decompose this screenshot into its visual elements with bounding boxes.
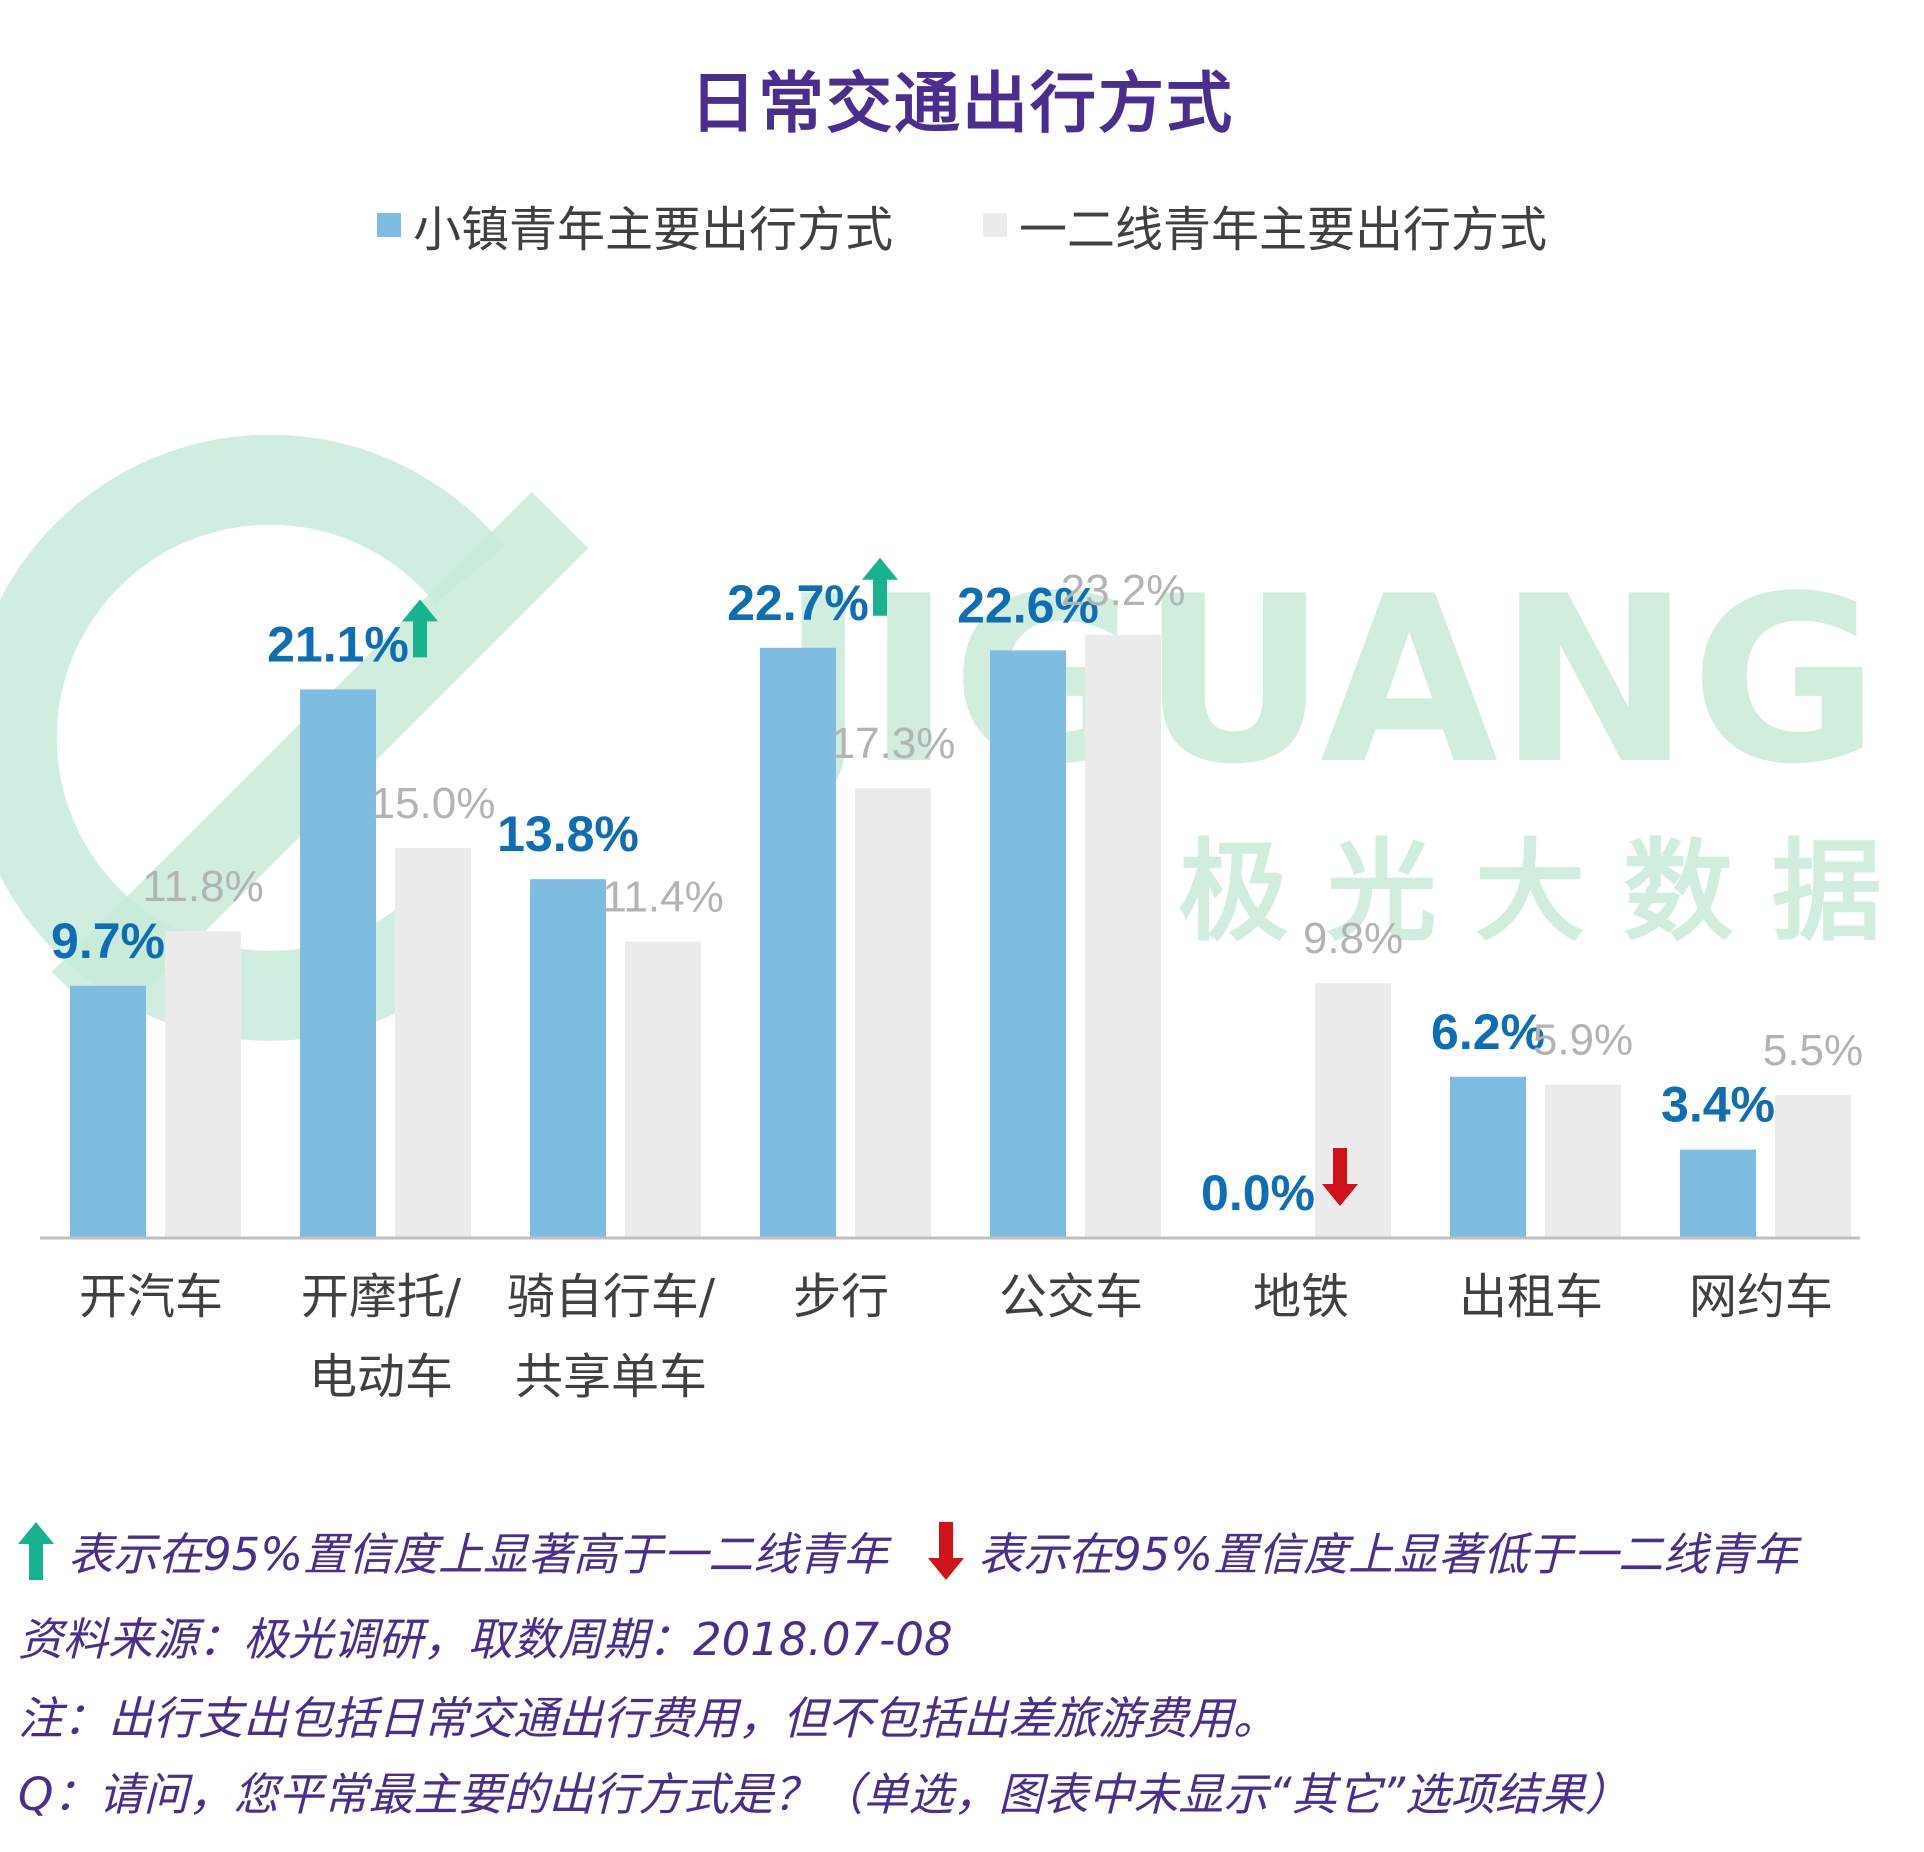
category-label: 共享单车 [515,1349,707,1405]
remark-note: 注：出行支出包括日常交通出行费用，但不包括出差旅游费用。 [18,1692,1279,1745]
sig-down-note: 表示在95%置信度上显著低于一二线青年 [928,1518,1798,1583]
watermark-latin: JIGUANG [768,548,1880,815]
legend-swatch-tier12 [983,213,1007,237]
down-arrow-icon [928,1521,965,1580]
bar-small-town [760,647,836,1238]
sig-up-text: 表示在95%置信度上显著高于一二线青年 [68,1528,889,1581]
bar-tier12 [1775,1095,1851,1238]
bar-tier12 [1545,1084,1621,1238]
significance-down-arrow [1322,1148,1358,1206]
bars-layer [70,634,1851,1238]
legend-swatch-small-town [376,213,401,237]
category-label: 地铁 [1253,1269,1349,1325]
bar-tier12 [625,941,701,1238]
sig-up-note: 表示在95%置信度上显著高于一二线青年 [18,1518,888,1583]
bar-small-town [530,879,606,1238]
significance-up-arrow [862,557,898,616]
category-label: 网约车 [1689,1269,1833,1325]
data-label-small-town: 22.7% [727,575,869,631]
chart-title: 日常交通出行方式 [690,65,1234,142]
category-label: 开摩托/ [301,1269,462,1325]
data-label-small-town: 13.8% [497,806,639,862]
legend-label-tier12: 一二线青年主要出行方式 [1019,202,1548,258]
watermark-ring [0,434,505,1041]
category-label: 开汽车 [79,1269,223,1325]
category-label: 公交车 [999,1269,1143,1325]
data-label-tier12: 5.5% [1763,1026,1863,1075]
data-label-tier12: 9.8% [1303,914,1403,963]
data-label-small-town: 6.2% [1431,1004,1545,1060]
data-label-small-town: 22.6% [957,577,1099,633]
significance-legend: 表示在95%置信度上显著高于一二线青年 表示在95%置信度上显著低于一二线青年 [18,1518,1918,1583]
data-label-tier12: 23.2% [1061,566,1186,615]
category-label: 电动车 [309,1349,453,1405]
category-label: 出租车 [1459,1269,1603,1325]
data-label-small-town: 21.1% [267,616,409,672]
watermark-chinese: 极 光 大 数 据 [1178,828,1881,956]
data-label-small-town: 0.0% [1201,1165,1315,1221]
category-label: 步行 [793,1269,889,1325]
bar-tier12 [165,931,241,1238]
significance-up-arrow [402,599,438,658]
data-label-tier12: 15.0% [371,779,496,828]
question-note: Q：请问，您平常最主要的出行方式是？（单选，图表中未显示“其它”选项结果） [18,1768,1631,1821]
data-label-small-town: 3.4% [1661,1077,1775,1133]
bar-tier12 [855,788,931,1238]
bar-small-town [70,985,146,1238]
bar-small-town [300,689,376,1238]
data-label-tier12: 17.3% [831,719,956,768]
bar-small-town [990,650,1066,1238]
legend-item-tier12: 一二线青年主要出行方式 [983,190,1547,260]
legend-item-small-town: 小镇青年主要出行方式 [376,190,893,260]
data-label-small-town: 9.7% [51,913,165,969]
data-label-tier12: 5.9% [1533,1016,1633,1065]
data-label-tier12: 11.8% [142,862,264,911]
watermark: JIGUANG 极 光 大 数 据 [0,434,1882,1041]
labels-layer: 9.7%11.8% 21.1% 15.0%13.8% 11.4% 22.7% 17.3% 2… [51,557,1863,1221]
bar-tier12 [395,848,471,1238]
bar-small-town [1680,1149,1756,1238]
legend: 小镇青年主要出行方式 一二线青年主要出行方式 [0,190,1924,260]
data-label-tier12: 11.4% [602,873,724,922]
up-arrow-icon [18,1521,54,1580]
bar-small-town [1450,1076,1526,1238]
sig-down-text: 表示在95%置信度上显著低于一二线青年 [978,1528,1799,1581]
legend-label-small-town: 小镇青年主要出行方式 [412,202,893,258]
bar-tier12 [1085,634,1161,1238]
bar-tier12 [1315,983,1391,1238]
source-note: 资料来源：极光调研，取数周期：2018.07-08 [18,1613,953,1666]
category-label: 骑自行车/ [507,1269,716,1325]
